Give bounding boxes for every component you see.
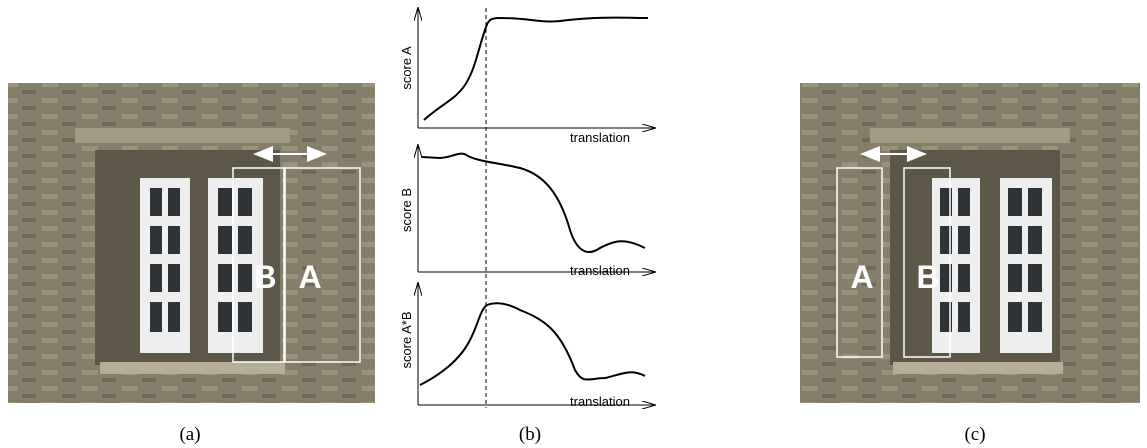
panel-b: score A score B score A*B translation tr… xyxy=(399,8,655,445)
x-label: translation xyxy=(570,130,630,145)
y-label: score A xyxy=(399,46,414,90)
caption: (b) xyxy=(519,424,541,445)
y-label: score B xyxy=(399,188,414,232)
x-label: translation xyxy=(570,394,630,409)
x-label: translation xyxy=(570,263,630,278)
caption: (c) xyxy=(964,424,985,445)
score-curve xyxy=(423,16,649,121)
caption: (a) xyxy=(179,424,200,445)
box-label: A xyxy=(298,259,321,295)
box-label: A xyxy=(850,259,873,295)
box-label: B xyxy=(916,259,939,295)
box-label: B xyxy=(253,259,276,295)
score-curve xyxy=(419,302,646,386)
y-label: score A*B xyxy=(399,311,414,368)
score-curve xyxy=(421,152,646,253)
panel-c: A B (c) xyxy=(800,83,1140,445)
panel-a: B A (a) xyxy=(8,83,375,445)
